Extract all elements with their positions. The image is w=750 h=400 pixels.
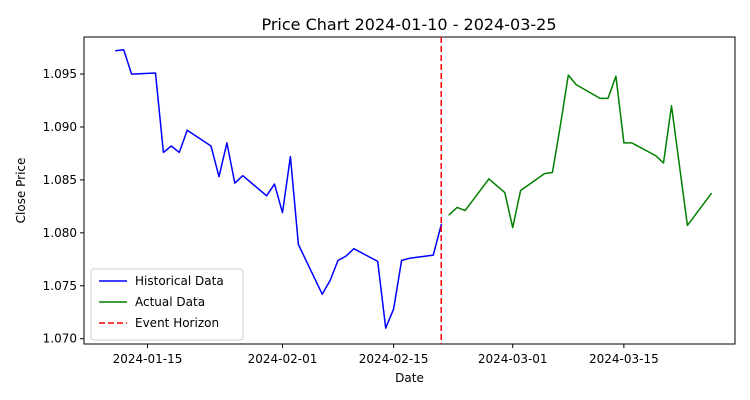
x-tick-label: 2024-03-15 [589, 352, 659, 366]
y-tick-label: 1.090 [43, 120, 77, 134]
actual-data-line [448, 74, 712, 229]
legend: Historical Data Actual Data Event Horizon [90, 268, 244, 341]
y-axis: 1.070 1.075 1.080 1.085 1.090 1.095 [43, 67, 84, 346]
y-axis-title: Close Price [14, 158, 28, 224]
plot-area: 2024-01-15 2024-02-01 2024-02-15 2024-03-01… [43, 36, 736, 366]
y-tick-label: 1.095 [43, 67, 77, 81]
historical-data-line [115, 48, 443, 329]
y-tick-label: 1.070 [43, 332, 77, 346]
legend-label: Historical Data [135, 274, 224, 288]
y-tick-label: 1.075 [43, 279, 77, 293]
y-tick-label: 1.080 [43, 226, 77, 240]
legend-label: Event Horizon [135, 316, 219, 330]
x-tick-label: 2024-02-01 [248, 352, 318, 366]
legend-label: Actual Data [135, 295, 205, 309]
y-tick-label: 1.085 [43, 173, 77, 187]
series-layer [115, 37, 712, 344]
x-tick-label: 2024-03-01 [478, 352, 548, 366]
x-tick-label: 2024-02-15 [359, 352, 429, 366]
x-tick-label: 2024-01-15 [113, 352, 183, 366]
x-axis-title: Date [395, 371, 424, 385]
legend-box [90, 268, 244, 341]
chart-title: Price Chart 2024-01-10 - 2024-03-25 [261, 15, 556, 34]
plot-frame [83, 36, 736, 345]
x-axis: 2024-01-15 2024-02-01 2024-02-15 2024-03-01… [113, 344, 659, 366]
